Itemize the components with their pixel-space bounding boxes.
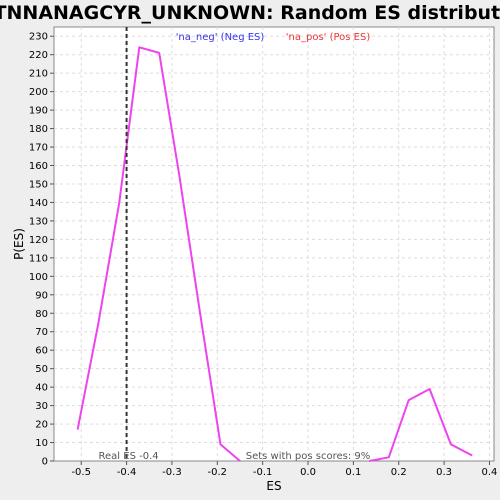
y-tick-label: 60 bbox=[35, 346, 48, 357]
chart-title: TTTNNANAGCYR_UNKNOWN: Random ES distribu… bbox=[0, 2, 500, 24]
series-line-pos bbox=[369, 388, 473, 462]
x-tick-label: 0.2 bbox=[391, 467, 407, 478]
legend-pos: 'na_pos' (Pos ES) bbox=[286, 32, 371, 43]
y-tick-label: 140 bbox=[29, 198, 48, 209]
legend-neg: 'na_neg' (Neg ES) bbox=[176, 32, 265, 43]
y-tick-label: 180 bbox=[29, 124, 48, 135]
x-tick-label: -0.3 bbox=[162, 467, 182, 478]
x-tick-label: -0.2 bbox=[208, 467, 228, 478]
y-tick-label: 120 bbox=[29, 235, 48, 246]
y-tick-label: 150 bbox=[29, 179, 48, 190]
y-tick-label: 210 bbox=[29, 69, 48, 80]
axis-ticks: 0 10 20 30 40 50 60 70 80 90 100 110 120 130 140 150 160… bbox=[29, 32, 498, 478]
x-tick-label: -0.5 bbox=[71, 467, 91, 478]
series-lines bbox=[76, 46, 473, 462]
x-tick-label: -0.1 bbox=[253, 467, 273, 478]
x-tick-label: -0.4 bbox=[117, 467, 137, 478]
y-tick-label: 20 bbox=[35, 420, 48, 431]
y-tick-label: 230 bbox=[29, 32, 48, 43]
y-tick-label: 130 bbox=[29, 216, 48, 227]
x-tick-label: 0.0 bbox=[300, 467, 316, 478]
y-tick-label: 220 bbox=[29, 50, 48, 61]
y-tick-label: 30 bbox=[35, 401, 48, 412]
y-tick-label: 40 bbox=[35, 383, 48, 394]
real-es-label: Real ES -0.4 bbox=[99, 451, 159, 462]
y-tick-label: 70 bbox=[35, 327, 48, 338]
y-tick-label: 200 bbox=[29, 87, 48, 98]
pos-scores-annotation: Sets with pos scores: 9% bbox=[246, 451, 371, 462]
x-tick-label: 0.1 bbox=[345, 467, 361, 478]
x-tick-label: 0.4 bbox=[482, 467, 498, 478]
y-tick-label: 110 bbox=[29, 253, 48, 264]
x-tick-label: 0.3 bbox=[436, 467, 452, 478]
y-tick-label: 10 bbox=[35, 438, 48, 449]
y-tick-label: 160 bbox=[29, 161, 48, 172]
x-axis-label: ES bbox=[266, 479, 281, 493]
y-tick-label: 190 bbox=[29, 106, 48, 117]
y-tick-label: 0 bbox=[42, 457, 48, 468]
y-axis-label: P(ES) bbox=[12, 228, 26, 260]
y-tick-label: 100 bbox=[29, 272, 48, 283]
y-tick-label: 50 bbox=[35, 364, 48, 375]
y-tick-label: 90 bbox=[35, 290, 48, 301]
series-line-neg bbox=[76, 46, 241, 462]
y-tick-label: 170 bbox=[29, 143, 48, 154]
y-tick-label: 80 bbox=[35, 309, 48, 320]
